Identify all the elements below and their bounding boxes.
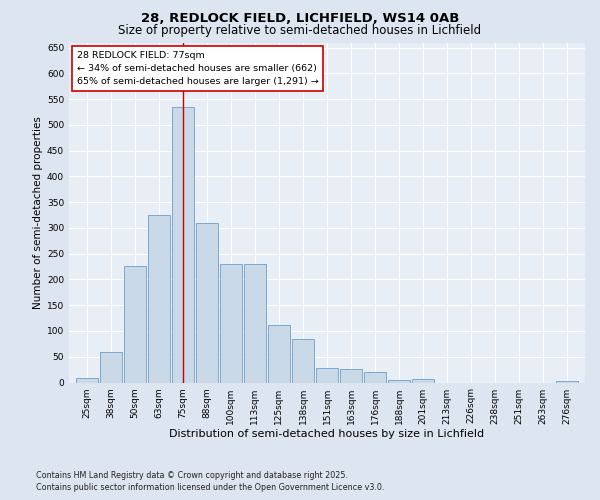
Bar xyxy=(340,369,362,382)
X-axis label: Distribution of semi-detached houses by size in Lichfield: Distribution of semi-detached houses by … xyxy=(169,430,485,440)
Bar xyxy=(148,215,170,382)
Bar xyxy=(244,264,266,382)
Text: Contains HM Land Registry data © Crown copyright and database right 2025.: Contains HM Land Registry data © Crown c… xyxy=(36,470,348,480)
Bar xyxy=(196,223,218,382)
Bar xyxy=(220,264,242,382)
Bar xyxy=(316,368,338,382)
Bar xyxy=(292,339,314,382)
Text: Size of property relative to semi-detached houses in Lichfield: Size of property relative to semi-detach… xyxy=(118,24,482,37)
Bar xyxy=(100,352,122,382)
Bar xyxy=(172,107,194,382)
Bar xyxy=(76,378,98,382)
Bar xyxy=(124,266,146,382)
Bar xyxy=(412,379,434,382)
Bar xyxy=(364,372,386,382)
Text: 28, REDLOCK FIELD, LICHFIELD, WS14 0AB: 28, REDLOCK FIELD, LICHFIELD, WS14 0AB xyxy=(141,12,459,26)
Bar xyxy=(268,325,290,382)
Bar xyxy=(556,381,578,382)
Text: Contains public sector information licensed under the Open Government Licence v3: Contains public sector information licen… xyxy=(36,483,385,492)
Text: 28 REDLOCK FIELD: 77sqm
← 34% of semi-detached houses are smaller (662)
65% of s: 28 REDLOCK FIELD: 77sqm ← 34% of semi-de… xyxy=(77,51,319,86)
Y-axis label: Number of semi-detached properties: Number of semi-detached properties xyxy=(33,116,43,309)
Bar xyxy=(388,380,410,382)
